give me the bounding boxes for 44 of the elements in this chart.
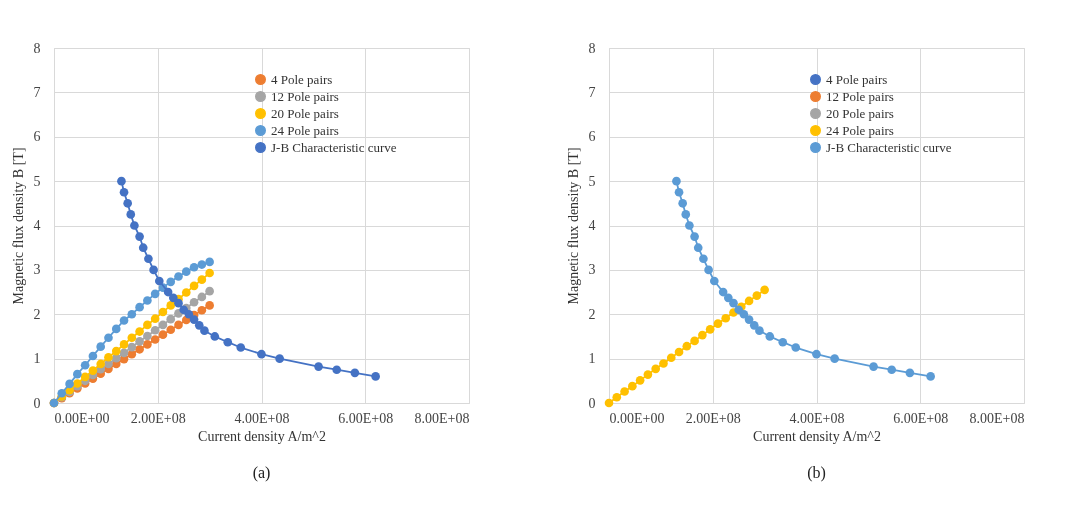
x-tick-label: 0.00E+00	[609, 410, 665, 426]
legend-label: 4 Pole pairs	[271, 71, 333, 87]
y-tick-label: 6	[33, 129, 41, 145]
y-axis-title: Magnetic flux density B [T]	[10, 147, 26, 305]
x-tick-label: 2.00E+08	[130, 410, 186, 426]
y-tick-label: 4	[588, 218, 596, 233]
y-tick-label: 8	[588, 40, 596, 56]
y-tick-label: 6	[588, 129, 596, 145]
y-tick-label: 0	[33, 395, 41, 411]
y-tick-label: 1	[588, 351, 596, 367]
x-tick-label: 2.00E+08	[685, 410, 741, 426]
x-tick-label: 4.00E+08	[789, 410, 845, 426]
x-tick-label: 4.00E+08	[234, 410, 290, 426]
legend-label: 4 Pole pairs	[826, 71, 888, 87]
x-tick-label: 6.00E+08	[338, 410, 394, 426]
y-tick-label: 7	[33, 84, 41, 100]
y-tick-label: 5	[33, 173, 41, 189]
legend-label: 24 Pole pairs	[826, 122, 894, 138]
legend-label: 20 Pole pairs	[271, 105, 339, 121]
y-tick-label: 5	[588, 173, 596, 189]
y-tick-label: 3	[588, 262, 596, 278]
x-axis-title: Current density A/m^2	[198, 428, 326, 444]
y-tick-label: 1	[33, 351, 41, 367]
text: (a)	[252, 464, 271, 482]
legend-label: 12 Pole pairs	[826, 88, 894, 104]
y-tick-label: 7	[588, 84, 596, 100]
x-axis-title: Current density A/m^2	[753, 428, 881, 444]
legend-label: 12 Pole pairs	[271, 88, 339, 104]
legend-label: J-B Characteristic curve	[826, 139, 952, 155]
y-tick-label: 2	[33, 306, 41, 322]
y-tick-label: 2	[588, 306, 596, 322]
y-tick-label: 8	[33, 40, 41, 56]
x-tick-label: 8.00E+08	[414, 410, 470, 426]
y-axis-title: Magnetic flux density B [T]	[565, 147, 581, 305]
legend-label: J-B Characteristic curve	[271, 139, 397, 155]
x-tick-label: 6.00E+08	[893, 410, 949, 426]
y-tick-label: 4	[33, 218, 41, 233]
x-tick-label: 8.00E+08	[969, 410, 1025, 426]
legend-label: 20 Pole pairs	[826, 105, 894, 121]
x-tick-label: 0.00E+00	[54, 410, 110, 426]
legend-label: 24 Pole pairs	[271, 122, 339, 138]
y-tick-label: 0	[588, 395, 596, 411]
text: (b)	[807, 464, 826, 482]
y-tick-label: 3	[33, 262, 41, 278]
